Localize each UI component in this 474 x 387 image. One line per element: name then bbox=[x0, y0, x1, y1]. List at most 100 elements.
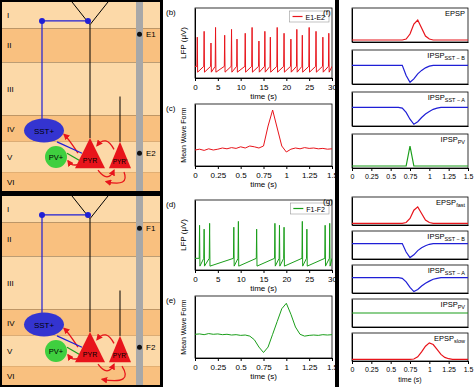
x-tick: 1.5 bbox=[464, 168, 474, 180]
legend-name: IPSP bbox=[428, 93, 445, 102]
cortex-diagram: IIIIIIIVVVIE1E2SST+PV+PYRPYR' bbox=[2, 2, 160, 191]
x-tick: 0.5 bbox=[236, 358, 248, 372]
data-line bbox=[352, 65, 468, 82]
x-tick: 0.75 bbox=[404, 361, 418, 373]
x-tick: 0 bbox=[351, 361, 355, 373]
plot-area bbox=[352, 146, 468, 166]
panel-label: (f) bbox=[323, 8, 331, 17]
data-line bbox=[195, 303, 332, 352]
legend-subscript: PV bbox=[458, 139, 466, 145]
x-tick-mark bbox=[309, 270, 310, 273]
data-line bbox=[352, 107, 468, 124]
layer-label: IV bbox=[7, 125, 15, 134]
x-tick-mark bbox=[286, 78, 287, 81]
x-tick-label: 0.5 bbox=[386, 173, 396, 180]
x-axis: 051015202530 bbox=[193, 78, 337, 92]
y-axis bbox=[195, 201, 196, 271]
apical-dendrite bbox=[72, 2, 108, 138]
y-axis bbox=[352, 93, 353, 127]
diagram-background bbox=[0, 0, 163, 387]
legend-name: IPSP bbox=[427, 232, 444, 241]
y-axis bbox=[352, 334, 353, 362]
pyr-cell bbox=[109, 142, 131, 168]
layer-label: VI bbox=[7, 178, 15, 187]
x-tick-mark bbox=[449, 361, 450, 364]
y-axis-line bbox=[195, 201, 196, 271]
x-tick-mark bbox=[241, 78, 242, 81]
plot-area bbox=[195, 303, 332, 352]
x-tick-mark bbox=[241, 166, 242, 169]
legend-label: EPSP bbox=[445, 9, 465, 18]
chart: IPSPPV bbox=[352, 299, 469, 328]
layer-label: V bbox=[7, 347, 13, 356]
plot-area bbox=[352, 207, 468, 223]
chart: 00.250.50.7511.251.5IPSPPV bbox=[351, 134, 474, 180]
x-axis: 00.250.50.7511.251.5 bbox=[193, 166, 338, 180]
y-axis-line bbox=[352, 198, 353, 226]
x-tick: 25 bbox=[305, 78, 314, 92]
y-axis-line bbox=[352, 266, 353, 294]
y-axis bbox=[352, 232, 353, 260]
plot-frame bbox=[195, 200, 332, 270]
cell-label: PYR' bbox=[113, 158, 128, 165]
legend-subscript: SST − B bbox=[444, 236, 465, 242]
chart: 00.250.50.7511.251.5time (s)EPSPslow bbox=[351, 333, 474, 384]
plot-frame bbox=[352, 8, 468, 42]
plot-frame bbox=[352, 50, 468, 84]
data-line bbox=[352, 278, 468, 292]
y-axis bbox=[195, 9, 196, 79]
x-tick-mark bbox=[241, 358, 242, 361]
electrode bbox=[136, 2, 143, 191]
electrode-contact bbox=[137, 151, 142, 156]
x-tick: 1 bbox=[285, 166, 290, 180]
x-tick-label: 0 bbox=[193, 83, 198, 92]
pv-cell bbox=[45, 146, 67, 168]
synapse bbox=[85, 18, 91, 24]
x-axis-line bbox=[353, 259, 469, 260]
legend-label: F1-F2 bbox=[306, 206, 325, 213]
cell-label: PV+ bbox=[49, 153, 64, 162]
legend-name: IPSP bbox=[441, 300, 458, 309]
legend-label: IPSPSST − B bbox=[427, 232, 465, 242]
x-tick-mark bbox=[391, 361, 392, 364]
excitatory-connection bbox=[68, 161, 77, 165]
excitatory-connection bbox=[97, 335, 114, 344]
electrode-label: E2 bbox=[146, 149, 156, 158]
x-tick: 30 bbox=[328, 270, 337, 284]
electrode-label: E1 bbox=[146, 30, 156, 39]
x-tick-label: 0 bbox=[351, 366, 355, 373]
layer-label: V bbox=[7, 153, 13, 162]
synapse bbox=[85, 212, 91, 218]
plot-area bbox=[195, 27, 332, 72]
x-axis-line bbox=[353, 293, 469, 294]
y-axis bbox=[195, 105, 196, 167]
pyr-cell bbox=[109, 336, 131, 362]
layer-label: III bbox=[7, 279, 14, 288]
excitatory-connection bbox=[98, 170, 114, 177]
x-axis: 00.250.50.7511.251.5 bbox=[351, 168, 474, 180]
x-tick: 15 bbox=[260, 270, 269, 284]
x-tick-label: 1.5 bbox=[464, 173, 474, 180]
x-axis-line bbox=[353, 126, 469, 127]
x-tick: 0.5 bbox=[386, 361, 396, 373]
legend-swatch bbox=[293, 208, 303, 209]
x-tick-label: 20 bbox=[282, 83, 291, 92]
x-tick-label: 25 bbox=[305, 275, 314, 284]
x-tick: 0.5 bbox=[386, 168, 396, 180]
x-tick-mark bbox=[468, 361, 469, 364]
x-tick: 1.5 bbox=[327, 166, 339, 180]
x-tick-label: 0.75 bbox=[256, 363, 272, 372]
electrode bbox=[136, 196, 143, 385]
x-axis bbox=[353, 225, 469, 226]
x-tick-mark bbox=[429, 168, 430, 171]
x-tick: 0.25 bbox=[211, 358, 227, 372]
x-tick-label: 0 bbox=[193, 363, 198, 372]
layer-label: III bbox=[7, 85, 14, 94]
x-axis bbox=[353, 126, 469, 127]
y-axis-line bbox=[195, 105, 196, 167]
x-axis: 00.250.50.7511.251.5 bbox=[193, 358, 338, 372]
layer-label: II bbox=[7, 41, 11, 50]
legend-name: IPSP bbox=[427, 51, 444, 60]
excitatory-connection bbox=[97, 141, 114, 150]
y-axis bbox=[352, 9, 353, 43]
